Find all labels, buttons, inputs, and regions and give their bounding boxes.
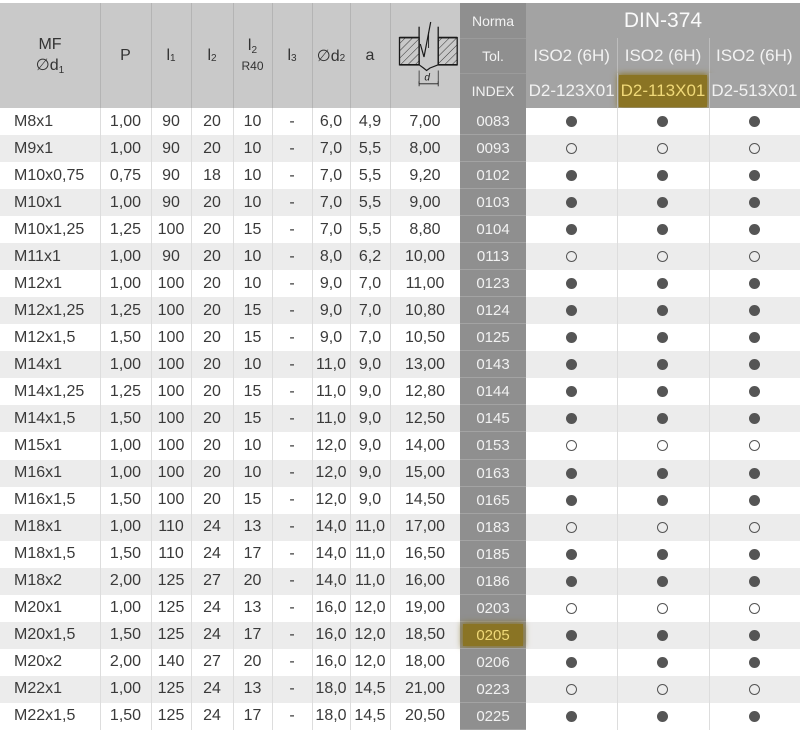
svg-text:d: d [424, 72, 430, 83]
